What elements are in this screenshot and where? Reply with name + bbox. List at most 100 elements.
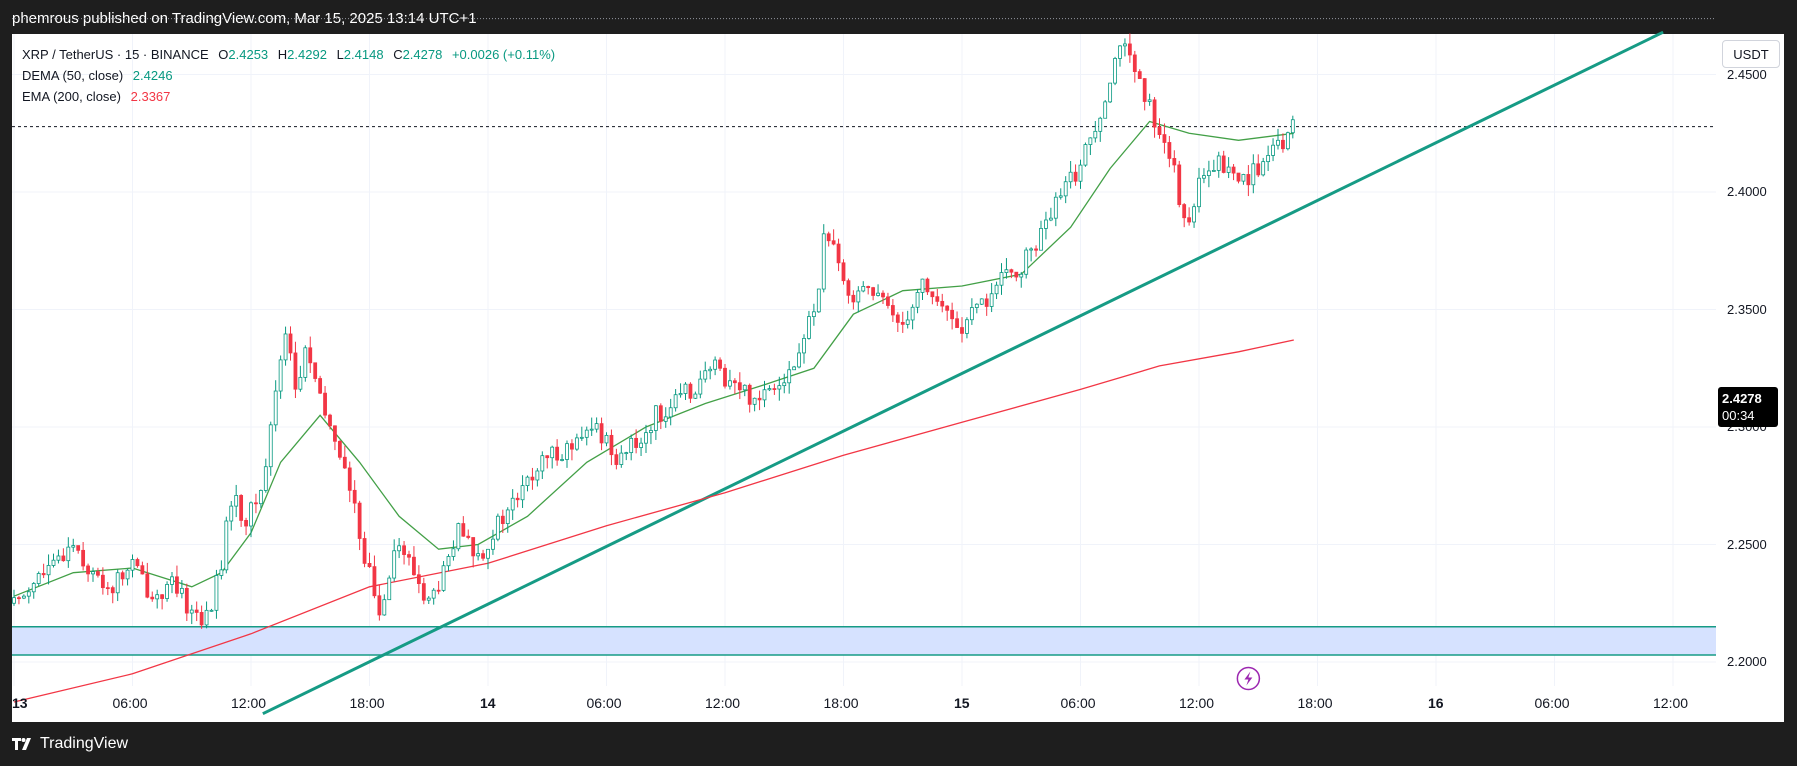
candle-body[interactable] [1226,166,1231,173]
candle-body[interactable] [308,347,313,364]
candle-body[interactable] [1236,172,1241,182]
candle-body[interactable] [999,272,1004,286]
candle-body[interactable] [476,553,481,557]
candle-body[interactable] [826,233,831,242]
candle-body[interactable] [165,584,169,599]
candle-body[interactable] [219,569,224,576]
candle-body[interactable] [100,574,105,589]
candle-body[interactable] [910,306,915,321]
candle-body[interactable] [283,333,288,361]
candle-body[interactable] [249,502,253,527]
candle-body[interactable] [1167,142,1172,159]
candle-body[interactable] [263,466,268,491]
candle-body[interactable] [1216,155,1221,171]
candle-body[interactable] [357,502,362,539]
candle-body[interactable] [189,609,194,614]
candle-body[interactable] [1276,139,1280,146]
candle-body[interactable] [160,594,165,599]
candle-body[interactable] [579,436,584,439]
candle-body[interactable] [881,292,885,298]
candle-body[interactable] [1290,119,1295,134]
candle-body[interactable] [777,385,782,390]
candle-body[interactable] [1048,217,1053,221]
candle-body[interactable] [234,495,239,507]
candle-body[interactable] [920,278,925,293]
candle-body[interactable] [1132,54,1137,73]
candle-body[interactable] [278,359,283,392]
candle-body[interactable] [1009,269,1014,273]
candle-body[interactable] [367,562,372,568]
candle-body[interactable] [890,305,895,316]
candle-body[interactable] [125,569,130,580]
candle-body[interactable] [530,476,535,481]
candle-body[interactable] [1073,171,1078,182]
candle-body[interactable] [797,352,801,368]
candle-body[interactable] [204,609,209,626]
candle-body[interactable] [1177,164,1182,205]
candle-body[interactable] [1182,204,1187,219]
candle-body[interactable] [876,292,880,296]
candle-body[interactable] [495,515,500,540]
candle-body[interactable] [984,298,989,307]
candle-body[interactable] [886,296,890,306]
candle-body[interactable] [303,347,308,378]
candle-body[interactable] [1261,161,1266,176]
candle-body[interactable] [209,609,214,612]
candle-body[interactable] [1206,170,1211,176]
candle-body[interactable] [382,599,387,616]
candle-body[interactable] [392,550,397,579]
candle-body[interactable] [1152,99,1157,128]
candle-body[interactable] [658,405,663,422]
candle-body[interactable] [614,454,619,465]
candle-body[interactable] [1078,164,1083,182]
candle-body[interactable] [337,440,342,458]
candle-body[interactable] [1103,101,1108,119]
dema-50-line[interactable] [13,120,1294,597]
candle-body[interactable] [1039,228,1043,251]
candle-body[interactable] [155,594,160,600]
candle-body[interactable] [451,548,456,557]
candle-body[interactable] [1019,273,1024,278]
candle-body[interactable] [1098,117,1103,132]
candle-body[interactable] [175,576,179,594]
candle-body[interactable] [1034,248,1038,251]
candle-body[interactable] [649,430,653,434]
candle-body[interactable] [989,293,994,307]
candle-body[interactable] [244,520,248,527]
candle-body[interactable] [718,359,722,369]
candle-body[interactable] [960,327,964,334]
candle-body[interactable] [688,383,693,399]
candle-body[interactable] [846,280,851,296]
candle-body[interactable] [41,573,46,576]
candle-body[interactable] [1147,99,1152,102]
candle-body[interactable] [145,573,150,598]
candle-body[interactable] [940,300,945,307]
candle-body[interactable] [179,587,184,594]
candle-body[interactable] [520,485,525,501]
candle-body[interactable] [362,538,367,564]
candle-body[interactable] [96,571,100,576]
candle-body[interactable] [170,576,174,585]
candle-body[interactable] [653,405,658,431]
candle-body[interactable] [318,378,323,394]
candle-body[interactable] [792,366,797,371]
candle-body[interactable] [634,437,639,448]
candle-body[interactable] [979,298,984,305]
candle-body[interactable] [1113,58,1117,84]
candle-body[interactable] [1118,45,1122,59]
candle-body[interactable] [594,423,599,430]
candle-body[interactable] [935,296,940,302]
candle-body[interactable] [1044,219,1048,229]
candle-body[interactable] [26,591,31,597]
candle-body[interactable] [135,559,140,567]
candle-body[interactable] [1157,126,1162,135]
candle-body[interactable] [1246,174,1251,186]
candle-body[interactable] [150,596,155,600]
candle-body[interactable] [46,565,51,576]
candle-body[interactable] [565,443,569,460]
candle-body[interactable] [1024,249,1029,275]
candle-body[interactable] [609,434,614,456]
candle-body[interactable] [91,571,95,575]
candle-body[interactable] [81,549,86,567]
candle-body[interactable] [461,523,466,537]
